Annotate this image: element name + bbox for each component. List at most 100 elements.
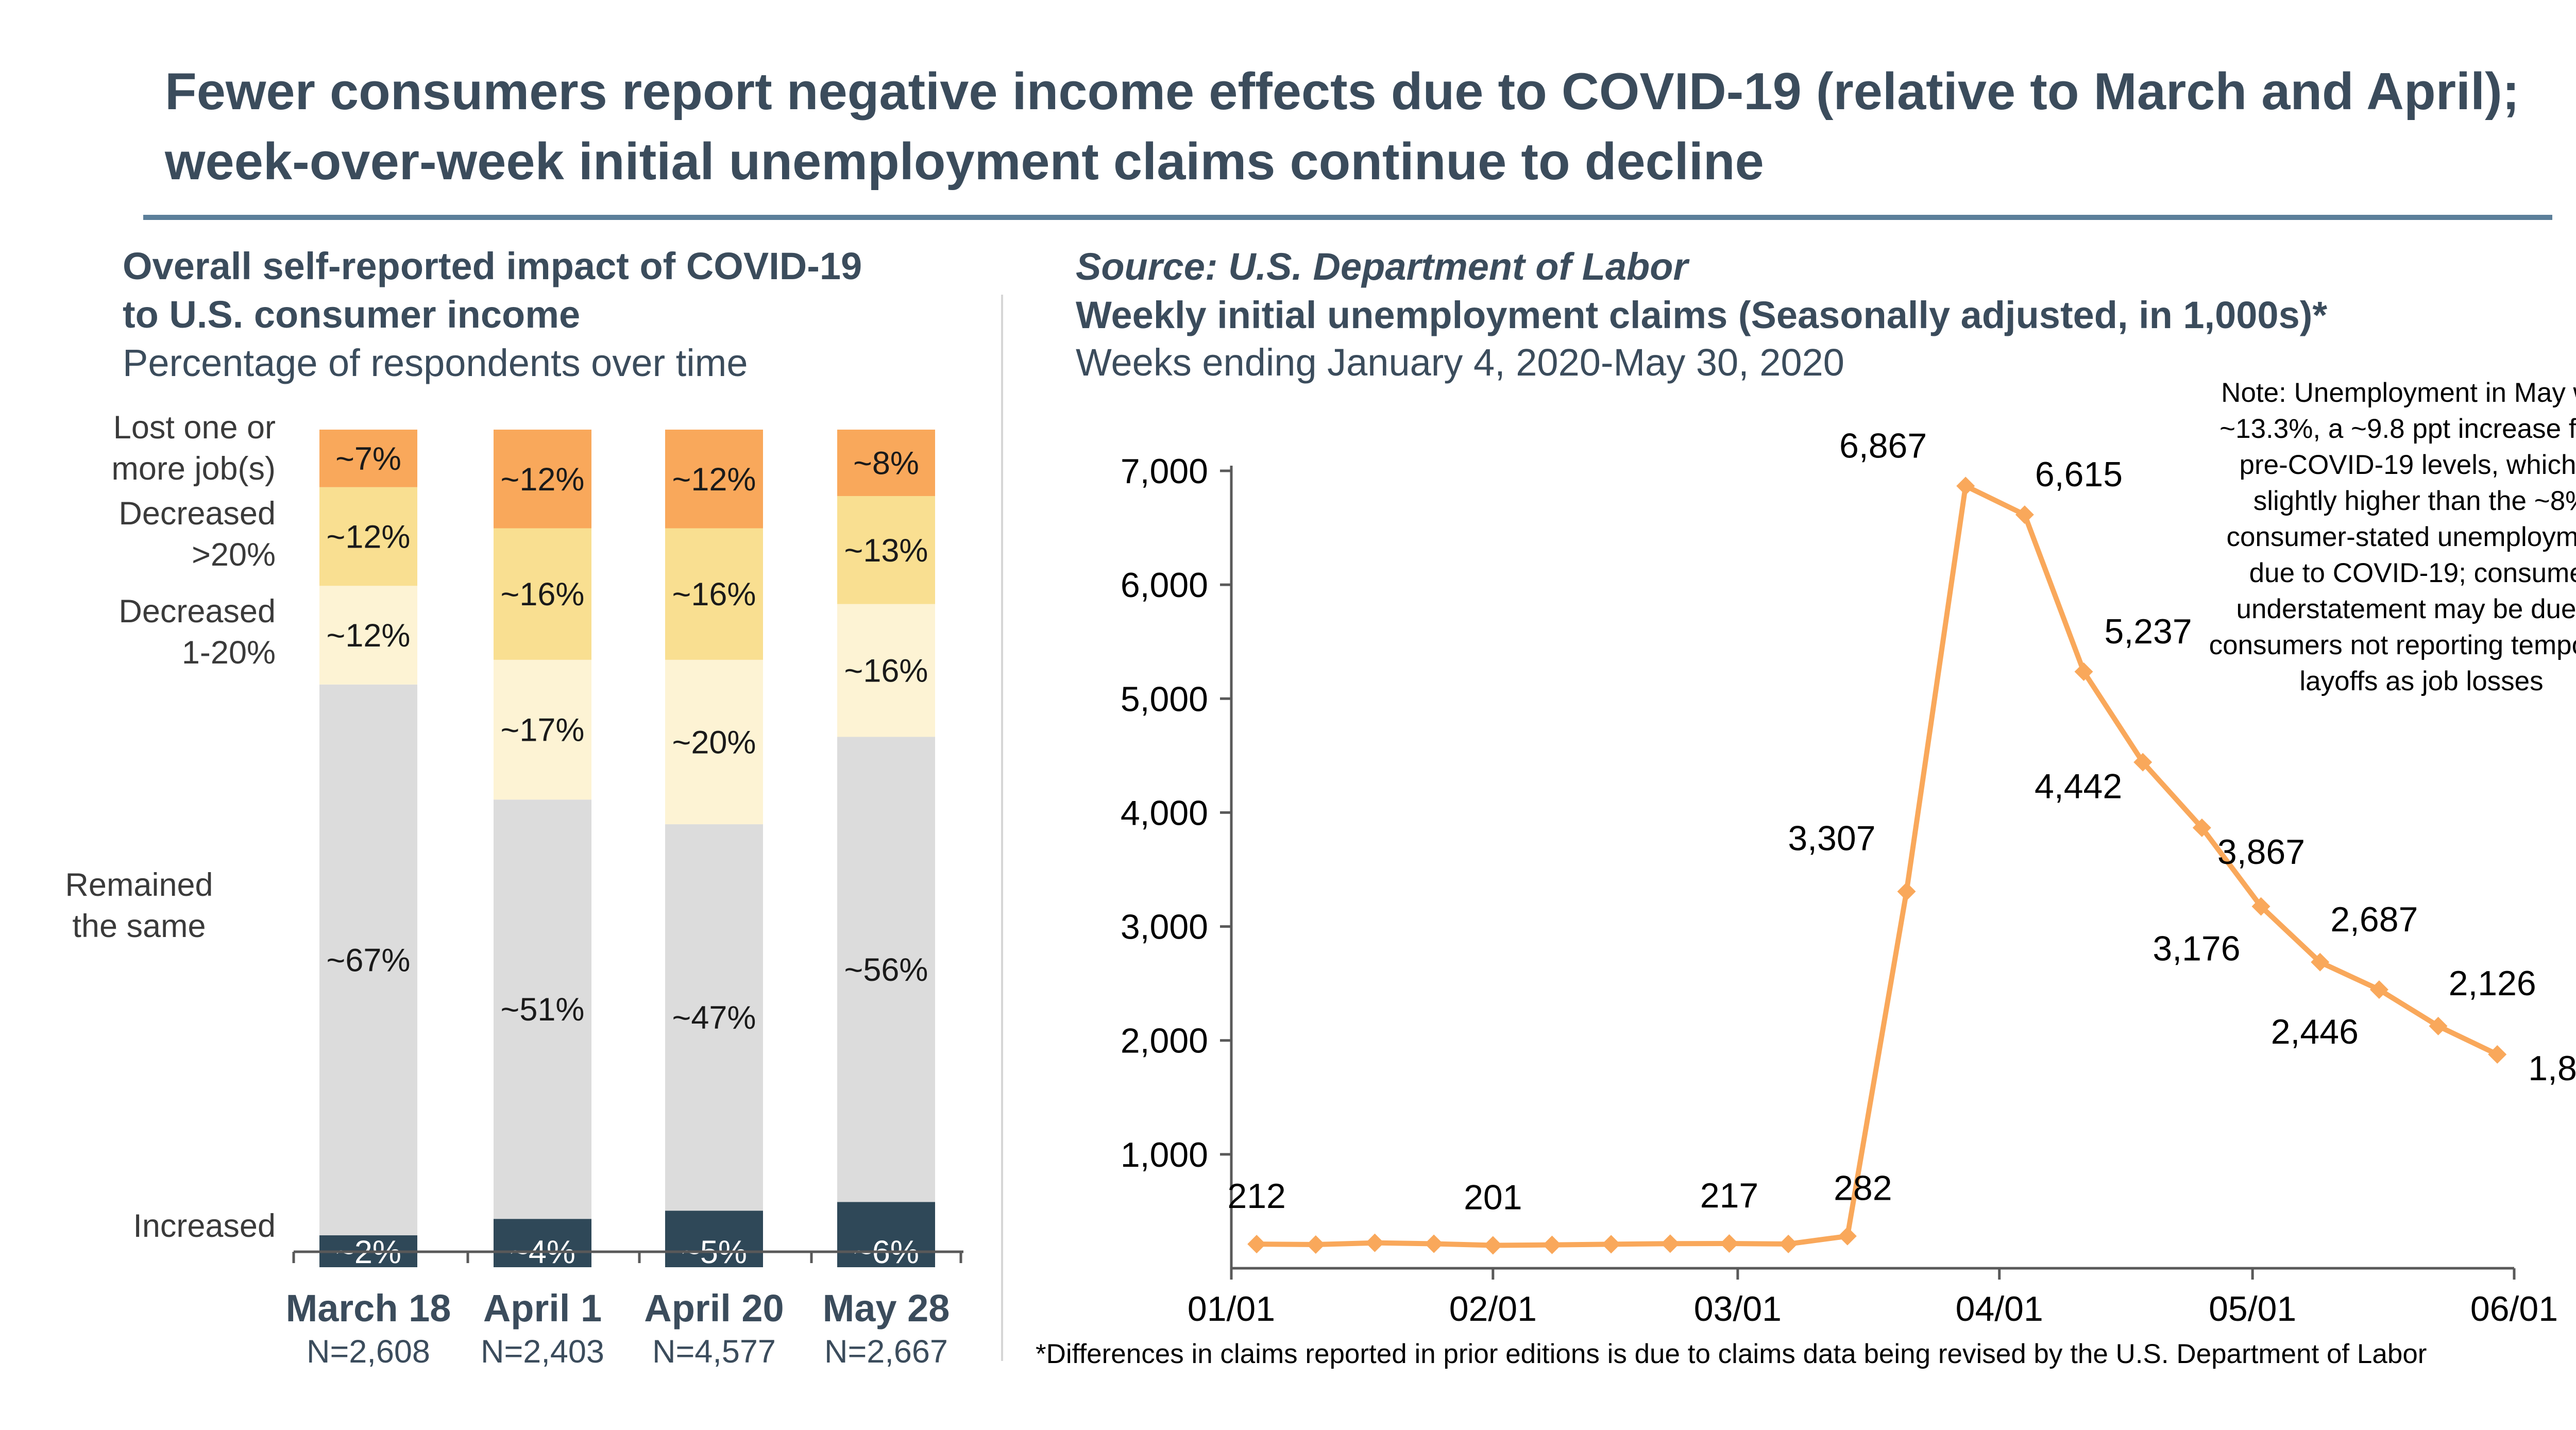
stacked-bar-chart: ~2%~67%~12%~12%~7%March 18N=2,608~4%~51%…: [286, 430, 963, 1370]
claims-data-label: 2,126: [2449, 964, 2536, 1003]
bar-segment-label: ~20%: [672, 724, 756, 760]
claims-point: [1425, 1234, 1444, 1253]
claims-point: [1543, 1235, 1562, 1254]
bar-segment-label: ~56%: [844, 952, 928, 988]
claims-point: [1365, 1233, 1384, 1252]
bar-segment: [665, 659, 763, 825]
bar-segment: [665, 528, 763, 660]
label-increased-line-1: Increased: [133, 1208, 276, 1244]
bar-segment-label: ~12%: [501, 462, 585, 498]
left-chart-title: Overall self-reported impact of COVID-19…: [123, 242, 998, 339]
claims-point: [2074, 662, 2093, 681]
y-tick-label: 7,000: [1121, 452, 1208, 491]
claims-point: [2488, 1045, 2507, 1064]
claims-point: [1897, 882, 1916, 901]
claims-point: [1660, 1234, 1680, 1253]
label-decreased-20: Decreased >20%: [21, 493, 276, 575]
claims-point: [1956, 476, 1975, 496]
sample-size-label: N=2,667: [824, 1334, 948, 1370]
claims-data-label: 4,442: [2035, 767, 2122, 806]
label-remained-same-line-2: the same: [72, 908, 206, 944]
claims-point: [1247, 1235, 1266, 1254]
claims-data-label: 3,307: [1788, 819, 1875, 858]
claims-point: [2015, 505, 2034, 524]
bar-segment: [665, 430, 763, 529]
bar-segment-label: ~47%: [672, 1000, 756, 1036]
bar-segment-label: ~7%: [335, 441, 401, 477]
claims-data-label: 3,867: [2217, 832, 2305, 872]
bar-segment-increased: [494, 1219, 591, 1267]
y-tick-label: 1,000: [1121, 1135, 1208, 1174]
claims-point: [1602, 1235, 1621, 1254]
left-chart-title-line-2: to U.S. consumer income: [123, 293, 581, 336]
unemployment-note: Note: Unemployment in May was ~13.3%, a …: [2209, 378, 2576, 696]
page-title: Fewer consumers report negative income e…: [165, 57, 2576, 197]
bar-segment-label: ~12%: [327, 618, 411, 654]
bar-segment-label: ~13%: [844, 533, 928, 569]
x-category-label: April 20: [644, 1287, 784, 1330]
bar-segment: [837, 496, 935, 604]
claims-point: [1483, 1236, 1502, 1255]
bar-segment-label: ~8%: [853, 445, 919, 481]
label-decreased-20-line-1: Decreased: [118, 496, 276, 532]
claims-point: [1720, 1234, 1739, 1253]
label-lost-jobs-line-2: more job(s): [111, 451, 276, 487]
source-label: Source: U.S. Department of Labor: [1076, 245, 1688, 288]
claims-data-label: 5,237: [2105, 612, 2192, 651]
bar-segment: [494, 799, 591, 1219]
x-category-label: May 28: [823, 1287, 950, 1330]
bar-segment: [837, 737, 935, 1202]
bar-segment: [837, 430, 935, 496]
bar-segment: [319, 684, 417, 1236]
page-title-line-1: Fewer consumers report negative income e…: [165, 63, 2520, 121]
x-category-label: April 1: [483, 1287, 602, 1330]
claims-point: [2192, 818, 2211, 837]
bar-segment-increased: [837, 1202, 935, 1267]
x-tick-label: 02/01: [1449, 1289, 1537, 1329]
label-lost-jobs-line-1: Lost one or: [113, 410, 276, 446]
x-tick-label: 01/01: [1188, 1289, 1275, 1329]
bar-segment-label: ~17%: [501, 712, 585, 748]
bar-segment-label: ~16%: [672, 576, 756, 612]
page-title-line-2: week-over-week initial unemployment clai…: [165, 133, 1764, 191]
y-tick-label: 5,000: [1121, 679, 1208, 719]
x-tick-label: 04/01: [1956, 1289, 2043, 1329]
sample-size-label: N=2,403: [481, 1334, 604, 1370]
bar-segment: [665, 824, 763, 1211]
bar-segment: [319, 487, 417, 586]
bar-segment-increased: [665, 1211, 763, 1267]
bar-segment: [494, 430, 591, 529]
bar-segment: [319, 430, 417, 487]
label-decreased-1-20-line-1: Decreased: [118, 593, 276, 629]
bar-segment-label: ~16%: [844, 653, 928, 689]
label-lost-jobs: Lost one or more job(s): [21, 407, 276, 489]
bar-segment-label: ~16%: [501, 576, 585, 612]
claims-data-label: 3,176: [2153, 929, 2240, 968]
left-chart-title-line-1: Overall self-reported impact of COVID-19: [123, 245, 862, 287]
y-tick-label: 3,000: [1121, 908, 1208, 947]
label-remained-same: Remained the same: [21, 864, 258, 947]
title-divider: [143, 215, 2552, 220]
claims-point: [1306, 1235, 1325, 1254]
claims-data-label: 2,446: [2271, 1012, 2359, 1051]
claims-data-label: 6,867: [1839, 426, 1927, 465]
label-decreased-20-line-2: >20%: [192, 537, 276, 573]
panel-divider: [1001, 295, 1003, 1361]
label-decreased-1-20-line-2: 1-20%: [181, 635, 276, 671]
sample-size-label: N=4,577: [652, 1334, 776, 1370]
bar-segment-label: ~12%: [327, 519, 411, 555]
right-chart-subtitle: Weeks ending January 4, 2020-May 30, 202…: [1076, 341, 1844, 384]
claims-point: [1779, 1234, 1798, 1253]
claims-data-label: 217: [1700, 1176, 1758, 1215]
y-tick-label: 2,000: [1121, 1022, 1208, 1061]
bar-segment: [319, 586, 417, 685]
bar-segment-label: ~12%: [672, 462, 756, 498]
label-increased: Increased: [21, 1205, 276, 1247]
footnote: *Differences in claims reported in prior…: [1036, 1339, 2427, 1369]
sample-size-label: N=2,608: [307, 1334, 430, 1370]
claims-data-label: 201: [1464, 1178, 1522, 1217]
claims-point: [1838, 1227, 1857, 1246]
claims-point: [2133, 753, 2153, 772]
claims-data-label: 212: [1227, 1177, 1285, 1216]
